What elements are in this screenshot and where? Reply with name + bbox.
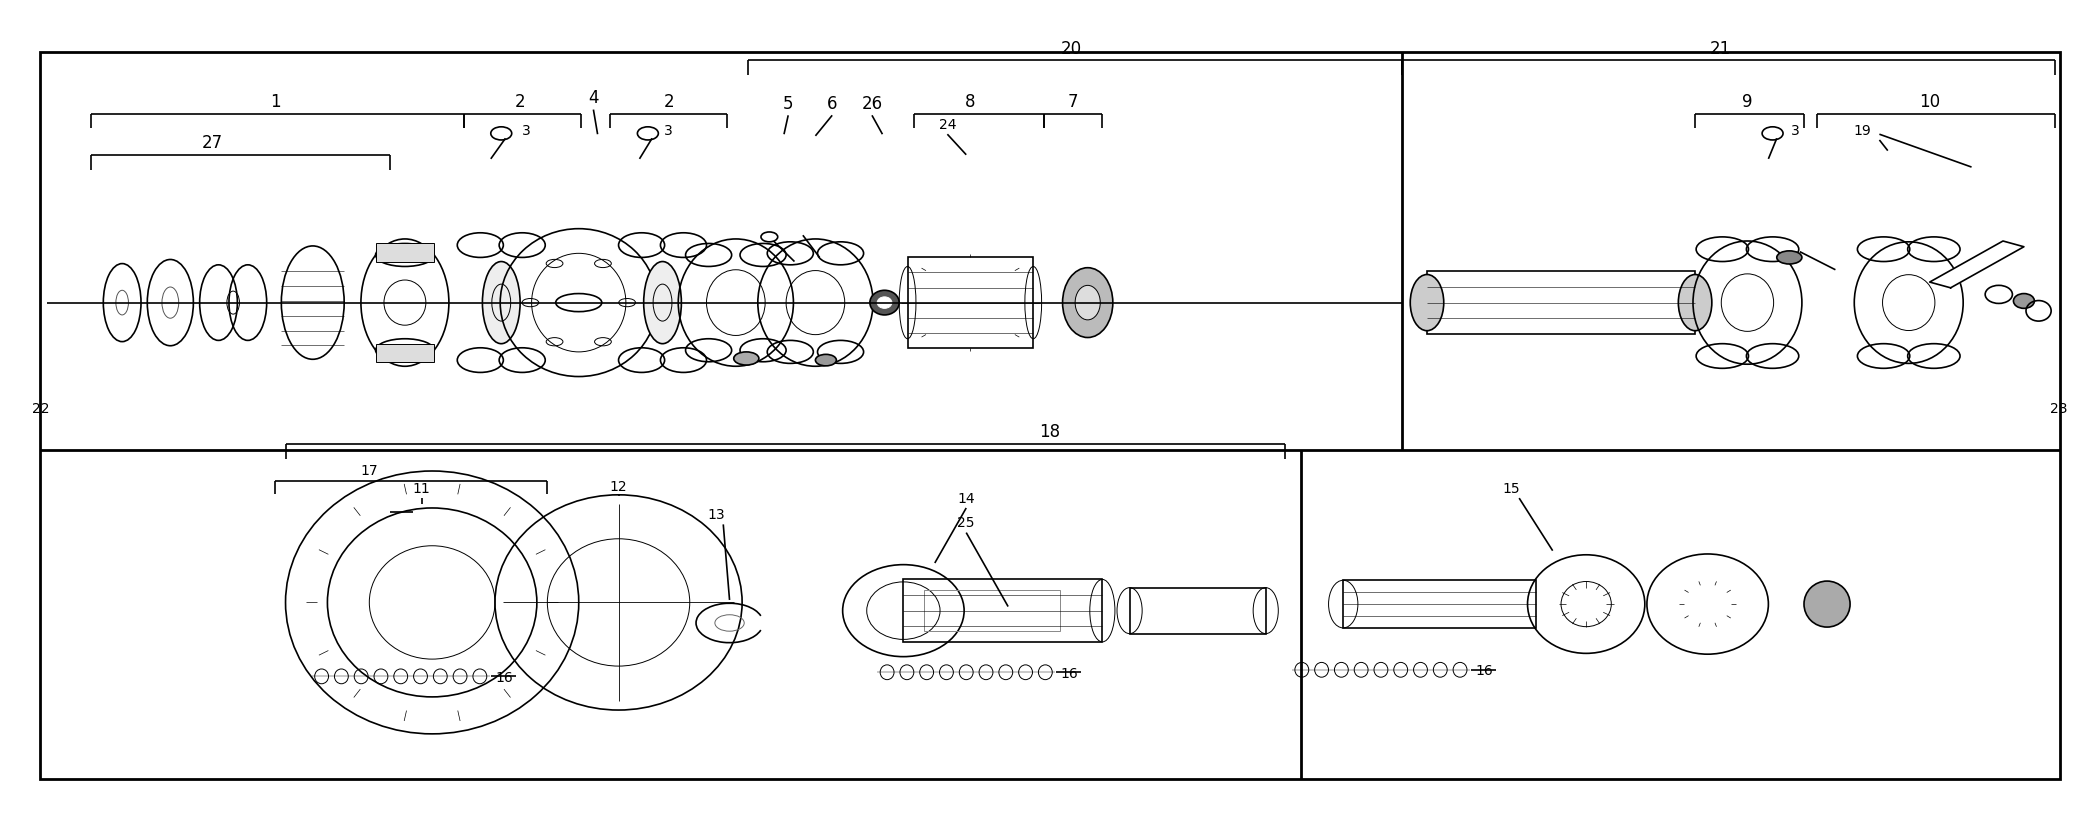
Ellipse shape xyxy=(1678,275,1712,331)
Ellipse shape xyxy=(815,354,836,366)
Ellipse shape xyxy=(1063,268,1113,337)
Text: 8: 8 xyxy=(966,93,976,111)
Ellipse shape xyxy=(878,297,892,308)
Ellipse shape xyxy=(733,352,758,365)
Text: 6: 6 xyxy=(827,95,838,112)
Ellipse shape xyxy=(1804,581,1850,627)
Ellipse shape xyxy=(1075,285,1100,320)
Text: 27: 27 xyxy=(202,134,223,152)
Text: 14: 14 xyxy=(958,491,974,505)
Text: 4: 4 xyxy=(588,89,598,108)
Bar xyxy=(903,580,1102,642)
Bar xyxy=(1428,271,1695,334)
Text: 3: 3 xyxy=(1791,124,1800,138)
Text: 11: 11 xyxy=(414,481,430,495)
Text: 3: 3 xyxy=(523,124,531,138)
Text: 7: 7 xyxy=(1067,93,1077,111)
Ellipse shape xyxy=(1411,275,1445,331)
Bar xyxy=(376,243,435,261)
Text: 9: 9 xyxy=(1743,93,1754,111)
Bar xyxy=(924,590,1060,631)
Bar xyxy=(40,52,2060,779)
Text: 16: 16 xyxy=(496,671,512,685)
Text: 2: 2 xyxy=(514,93,525,111)
Text: 13: 13 xyxy=(708,508,724,522)
Text: 19: 19 xyxy=(1854,124,1871,138)
Text: 1: 1 xyxy=(269,93,281,111)
Text: 16: 16 xyxy=(1060,667,1077,681)
Text: 20: 20 xyxy=(1060,40,1082,58)
Text: 17: 17 xyxy=(361,465,378,478)
Ellipse shape xyxy=(869,290,899,315)
Ellipse shape xyxy=(1777,251,1802,264)
Text: 3: 3 xyxy=(664,124,674,138)
Text: 16: 16 xyxy=(1474,664,1493,678)
Ellipse shape xyxy=(483,261,521,344)
Text: 26: 26 xyxy=(861,95,882,112)
Text: 25: 25 xyxy=(958,516,974,530)
Text: 22: 22 xyxy=(32,403,50,416)
Bar xyxy=(907,257,1033,348)
Text: 24: 24 xyxy=(939,117,956,131)
Bar xyxy=(376,344,435,361)
Text: 12: 12 xyxy=(609,480,628,494)
Bar xyxy=(1130,588,1266,633)
Text: 10: 10 xyxy=(1919,93,1940,111)
Text: 2: 2 xyxy=(664,93,674,111)
Text: 23: 23 xyxy=(2050,403,2068,416)
Text: 5: 5 xyxy=(783,95,794,112)
Text: 21: 21 xyxy=(1709,40,1730,58)
Bar xyxy=(1344,581,1535,628)
Polygon shape xyxy=(1930,241,2024,288)
Ellipse shape xyxy=(2014,294,2035,308)
Text: 15: 15 xyxy=(1502,481,1520,495)
Text: 18: 18 xyxy=(1040,423,1060,441)
Ellipse shape xyxy=(645,261,680,344)
